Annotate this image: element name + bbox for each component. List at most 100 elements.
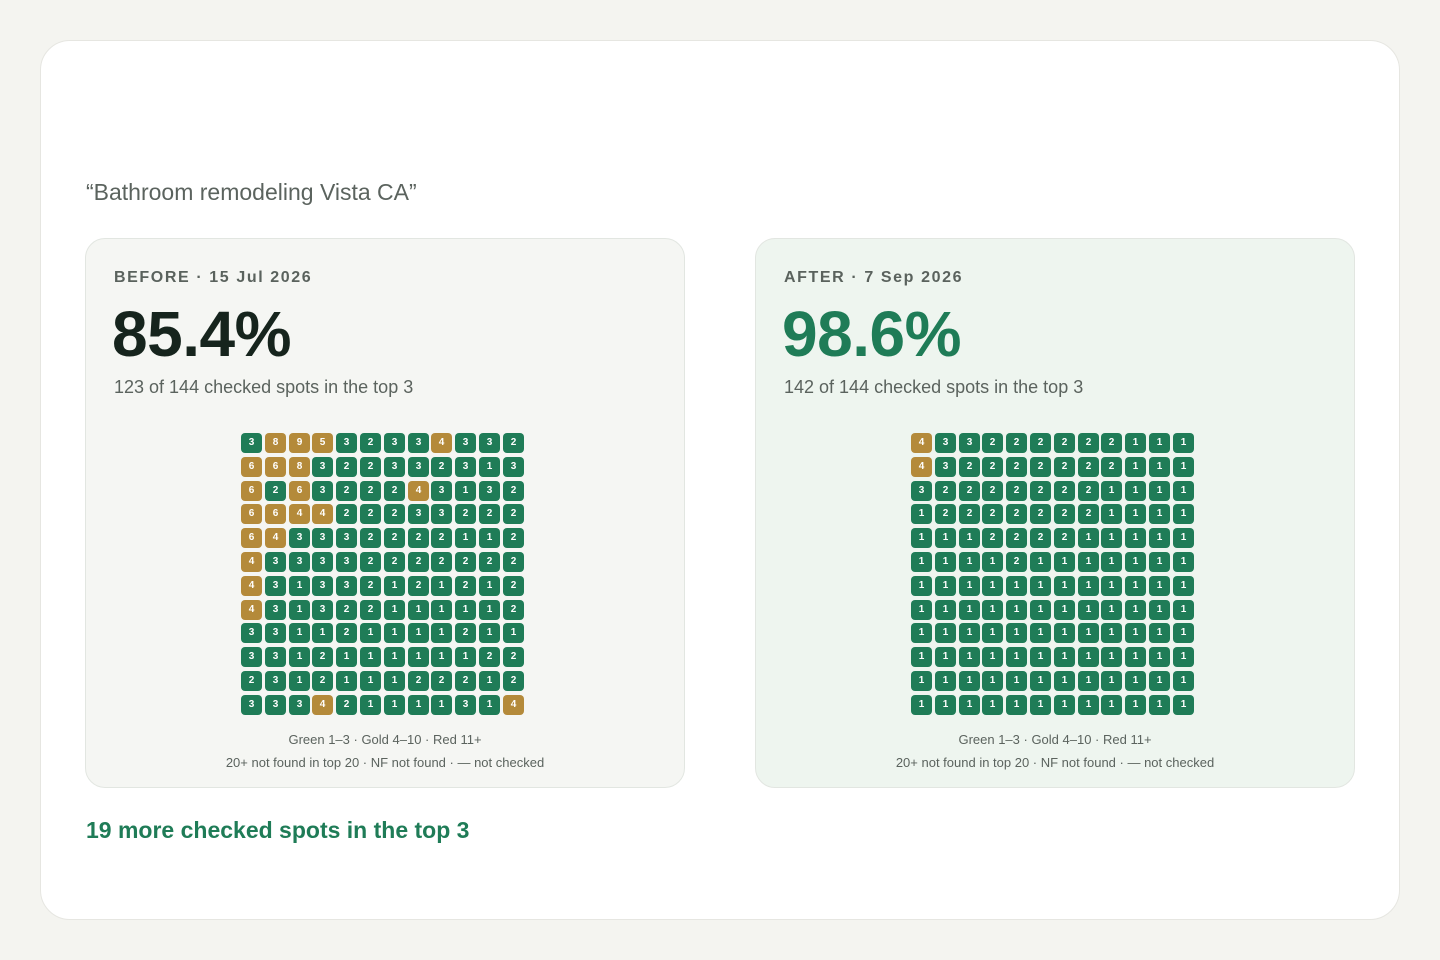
rank-cell: 3 [935,457,956,477]
rank-cell: 1 [1173,647,1194,667]
rank-cell: 3 [479,481,500,501]
rank-cell: 2 [479,647,500,667]
rank-cell: 4 [241,600,262,620]
rank-cell: 1 [1054,623,1075,643]
rank-cell: 1 [455,528,476,548]
rank-cell: 1 [1149,695,1170,715]
rank-cell: 1 [479,695,500,715]
rank-cell: 2 [384,481,405,501]
rank-cell: 3 [408,504,429,524]
rank-cell: 2 [408,528,429,548]
rank-cell: 2 [1030,433,1051,453]
rank-cell: 2 [408,576,429,596]
rank-cell: 2 [336,695,357,715]
rank-cell: 4 [431,433,452,453]
rank-cell: 1 [982,647,1003,667]
rank-cell: 1 [911,647,932,667]
rank-cell: 1 [959,576,980,596]
rank-cell: 1 [1101,552,1122,572]
rank-cell: 1 [336,647,357,667]
rank-cell: 1 [455,481,476,501]
rank-cell: 2 [503,528,524,548]
rank-cell: 8 [289,457,310,477]
rank-cell: 1 [1149,671,1170,691]
before-legend-colors: Green 1–3 · Gold 4–10 · Red 11+ [288,732,482,747]
rank-cell: 1 [479,457,500,477]
rank-cell: 6 [289,481,310,501]
rank-cell: 2 [1078,504,1099,524]
rank-cell: 1 [1125,695,1146,715]
rank-cell: 1 [1054,671,1075,691]
rank-cell: 2 [503,433,524,453]
rank-cell: 2 [455,671,476,691]
rank-cell: 1 [289,576,310,596]
rank-cell: 1 [1030,647,1051,667]
rank-cell: 1 [1101,647,1122,667]
rank-cell: 1 [1054,695,1075,715]
rank-cell: 2 [336,504,357,524]
rank-cell: 3 [408,457,429,477]
rank-cell: 1 [935,695,956,715]
rank-cell: 1 [408,623,429,643]
rank-cell: 1 [1149,623,1170,643]
rank-cell: 2 [360,504,381,524]
rank-cell: 1 [360,623,381,643]
rank-cell: 3 [289,528,310,548]
rank-cell: 1 [1173,671,1194,691]
rank-cell: 2 [408,671,429,691]
rank-cell: 1 [959,623,980,643]
rank-cell: 2 [431,528,452,548]
rank-cell: 1 [1173,552,1194,572]
report-card: “Bathroom remodeling Vista CA” BEFORE · … [40,40,1400,920]
rank-cell: 1 [1030,552,1051,572]
before-legend-codes: 20+ not found in top 20 · NF not found ·… [225,755,545,770]
rank-cell: 1 [911,528,932,548]
rank-cell: 1 [1078,528,1099,548]
rank-cell: 1 [1149,528,1170,548]
rank-cell: 3 [265,647,286,667]
rank-cell: 1 [1173,623,1194,643]
rank-cell: 1 [1101,623,1122,643]
rank-cell: 2 [1054,457,1075,477]
rank-cell: 1 [1078,552,1099,572]
rank-cell: 1 [1030,695,1051,715]
rank-cell: 4 [241,552,262,572]
rank-cell: 1 [935,600,956,620]
rank-cell: 2 [455,552,476,572]
rank-cell: 2 [959,481,980,501]
rank-cell: 2 [455,623,476,643]
rank-cell: 4 [911,457,932,477]
rank-cell: 6 [265,457,286,477]
rank-cell: 1 [1149,481,1170,501]
rank-cell: 1 [384,671,405,691]
rank-cell: 3 [911,481,932,501]
rank-cell: 1 [1125,647,1146,667]
rank-cell: 2 [503,600,524,620]
rank-cell: 1 [431,576,452,596]
rank-cell: 1 [982,695,1003,715]
rank-cell: 2 [384,552,405,572]
rank-cell: 1 [1125,528,1146,548]
rank-cell: 2 [360,600,381,620]
rank-cell: 1 [1101,576,1122,596]
rank-cell: 1 [982,600,1003,620]
rank-cell: 2 [360,528,381,548]
rank-cell: 2 [360,481,381,501]
rank-cell: 2 [982,528,1003,548]
rank-cell: 1 [479,576,500,596]
rank-cell: 1 [455,600,476,620]
rank-cell: 3 [289,695,310,715]
rank-cell: 2 [982,481,1003,501]
rank-cell: 2 [431,671,452,691]
rank-cell: 1 [1125,433,1146,453]
rank-cell: 2 [336,600,357,620]
rank-cell: 1 [1006,576,1027,596]
rank-cell: 1 [959,647,980,667]
rank-cell: 1 [1030,671,1051,691]
rank-cell: 1 [959,528,980,548]
rank-cell: 3 [408,433,429,453]
rank-cell: 2 [1054,481,1075,501]
rank-cell: 1 [384,647,405,667]
rank-cell: 2 [1006,457,1027,477]
rank-cell: 2 [479,504,500,524]
